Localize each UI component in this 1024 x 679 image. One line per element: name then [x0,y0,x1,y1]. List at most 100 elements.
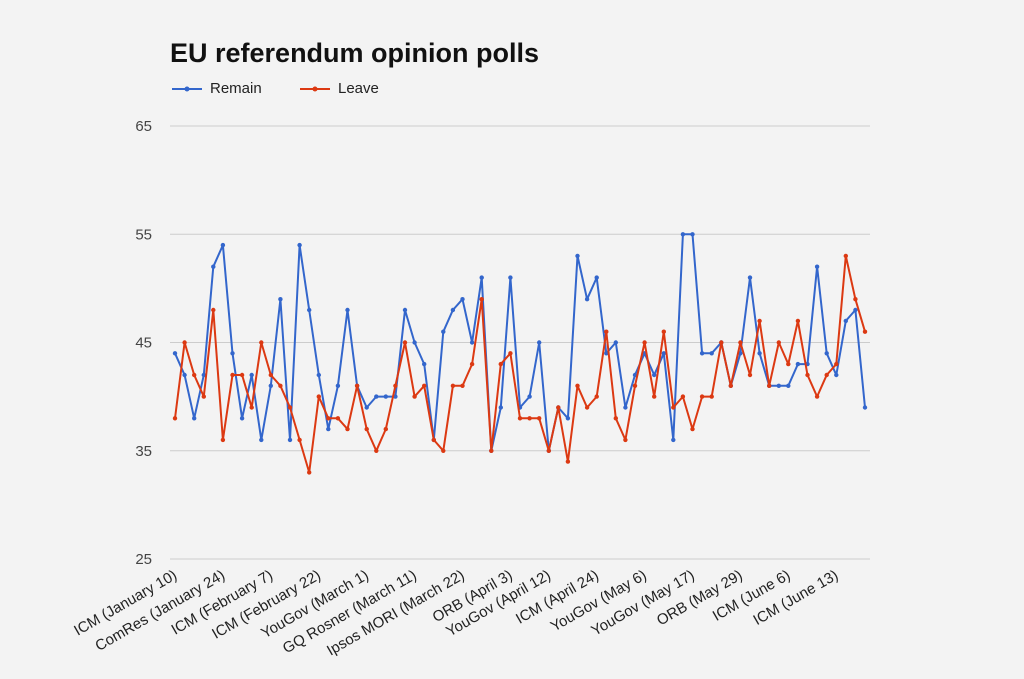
data-point-remain[interactable] [374,394,379,399]
data-point-leave[interactable] [719,340,724,345]
data-point-remain[interactable] [699,351,705,356]
data-point-remain[interactable] [498,405,503,410]
data-point-leave[interactable] [297,437,302,443]
data-point-leave[interactable] [805,372,810,378]
data-point-leave[interactable] [469,361,475,367]
data-point-leave[interactable] [383,426,388,432]
data-point-remain[interactable] [450,307,456,313]
data-point-remain[interactable] [230,351,235,356]
data-point-remain[interactable] [795,361,801,367]
data-point-remain[interactable] [575,253,580,259]
data-point-leave[interactable] [354,383,360,388]
data-point-remain[interactable] [268,383,273,388]
data-point-leave[interactable] [374,448,379,453]
data-point-leave[interactable] [613,416,618,421]
data-point-leave[interactable] [460,383,465,388]
data-point-leave[interactable] [517,416,523,421]
data-point-remain[interactable] [584,297,590,302]
data-point-remain[interactable] [249,372,254,378]
data-point-remain[interactable] [680,232,686,237]
data-point-leave[interactable] [211,307,216,313]
data-point-remain[interactable] [297,242,302,248]
data-point-leave[interactable] [220,437,226,443]
data-point-leave[interactable] [795,318,801,324]
data-point-remain[interactable] [422,361,427,367]
data-point-remain[interactable] [307,307,312,313]
data-point-remain[interactable] [853,307,858,313]
data-point-remain[interactable] [335,383,341,388]
data-point-remain[interactable] [747,275,753,280]
data-point-leave[interactable] [527,416,532,421]
data-point-remain[interactable] [393,394,398,399]
data-point-leave[interactable] [546,448,551,453]
data-point-leave[interactable] [441,448,446,453]
data-point-leave[interactable] [594,394,599,399]
data-point-leave[interactable] [584,405,590,410]
data-point-remain[interactable] [604,351,609,356]
data-point-remain[interactable] [364,405,369,410]
data-point-leave[interactable] [239,372,245,378]
data-point-leave[interactable] [776,340,781,345]
data-point-remain[interactable] [623,405,628,410]
data-point-leave[interactable] [565,459,571,464]
data-point-leave[interactable] [623,437,628,443]
data-point-remain[interactable] [239,416,245,421]
data-point-leave[interactable] [709,394,714,399]
data-point-remain[interactable] [594,275,599,280]
data-point-remain[interactable] [757,351,762,356]
data-point-leave[interactable] [364,426,369,432]
data-point-leave[interactable] [575,383,580,388]
data-point-leave[interactable] [728,383,733,388]
data-point-remain[interactable] [182,372,187,378]
data-point-remain[interactable] [412,340,417,345]
data-point-leave[interactable] [259,340,264,345]
data-point-leave[interactable] [537,416,542,421]
data-point-leave[interactable] [690,426,695,432]
data-point-leave[interactable] [345,426,350,432]
data-point-remain[interactable] [652,372,657,378]
data-point-remain[interactable] [278,297,283,302]
data-point-remain[interactable] [824,351,829,356]
data-point-remain[interactable] [220,242,226,248]
data-point-leave[interactable] [604,329,609,334]
data-point-remain[interactable] [211,264,216,269]
data-point-remain[interactable] [345,307,350,313]
data-point-remain[interactable] [259,437,264,443]
data-point-leave[interactable] [632,383,638,388]
data-point-leave[interactable] [278,383,283,388]
data-point-leave[interactable] [450,383,456,388]
data-point-remain[interactable] [460,297,465,302]
data-point-leave[interactable] [498,361,503,367]
data-point-remain[interactable] [661,351,666,356]
data-point-remain[interactable] [479,275,484,280]
data-point-leave[interactable] [402,340,408,345]
data-point-remain[interactable] [613,340,618,345]
data-point-leave[interactable] [182,340,187,345]
data-point-leave[interactable] [479,297,484,302]
data-point-leave[interactable] [843,253,848,259]
data-point-leave[interactable] [489,448,494,453]
data-point-remain[interactable] [383,394,388,399]
data-point-remain[interactable] [814,264,820,269]
data-point-leave[interactable] [508,351,513,356]
data-point-leave[interactable] [412,394,417,399]
data-point-leave[interactable] [201,394,206,399]
data-point-remain[interactable] [786,383,791,388]
data-point-leave[interactable] [556,405,561,410]
data-point-remain[interactable] [862,405,868,410]
data-point-remain[interactable] [565,416,571,421]
data-point-remain[interactable] [834,372,839,378]
data-point-leave[interactable] [824,372,829,378]
data-point-leave[interactable] [747,372,753,378]
data-point-leave[interactable] [642,340,647,345]
data-point-remain[interactable] [469,340,475,345]
data-point-remain[interactable] [316,372,321,378]
data-point-remain[interactable] [192,416,197,421]
data-point-remain[interactable] [441,329,446,334]
data-point-remain[interactable] [172,351,178,356]
data-point-leave[interactable] [192,372,197,378]
data-point-remain[interactable] [690,232,695,237]
data-point-remain[interactable] [738,351,743,356]
data-point-leave[interactable] [268,372,273,378]
data-point-leave[interactable] [287,405,293,410]
